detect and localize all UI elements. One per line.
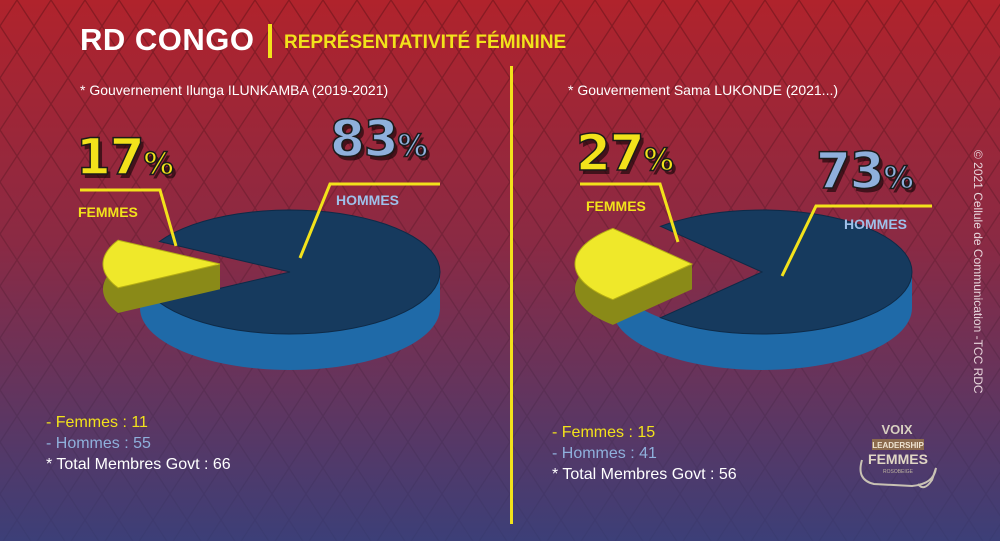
- chart-2-men-label: HOMMES: [844, 216, 907, 232]
- page-subtitle: REPRÉSENTATIVITÉ FÉMININE: [284, 32, 567, 53]
- voix-leadership-femmes-logo: VOIX LEADERSHIP FEMMES ROSOBEIGE: [859, 422, 937, 489]
- chart-1-women-percent: 17%: [75, 127, 174, 187]
- chart-1-stat-men: - Hommes : 55: [46, 435, 151, 452]
- chart-1-leader-lines: [80, 182, 440, 259]
- logo-word-1: VOIX: [881, 422, 912, 437]
- chart-2-men-percent: 73%: [815, 141, 914, 201]
- chart-2-stat-total: * Total Membres Govt : 56: [552, 466, 737, 483]
- chart-1-stats: - Femmes : 11 - Hommes : 55 * Total Memb…: [46, 412, 231, 475]
- title-separator: [268, 24, 272, 58]
- pie-1-men-side: [140, 272, 440, 370]
- chart-2-women-percent: 27%: [575, 123, 674, 183]
- chart-2-title: * Gouvernement Sama LUKONDE (2021...): [568, 82, 839, 98]
- chart-1-women-label: FEMMES: [78, 204, 138, 220]
- chart-2-stat-men: - Hommes : 41: [552, 445, 657, 462]
- pie-chart-2: [574, 209, 913, 370]
- pie-1-men-slice: [158, 209, 441, 335]
- pie-1-women-slice: [102, 239, 221, 289]
- pie-chart-1: [102, 209, 441, 370]
- chart-1-men-percent: 83%: [329, 109, 428, 169]
- page-title: RD CONGO: [80, 22, 255, 57]
- chart-2-stat-women: - Femmes : 15: [552, 424, 656, 441]
- logo-word-2: LEADERSHIP: [872, 441, 924, 450]
- center-divider: [510, 66, 513, 524]
- chart-1-stat-total: * Total Membres Govt : 66: [46, 456, 231, 473]
- chart-2-leader-lines: [580, 182, 932, 277]
- chart-2-women-label: FEMMES: [586, 198, 646, 214]
- logo-word-4: ROSOBEIGE: [883, 469, 914, 475]
- pie-2-men-side: [612, 272, 912, 370]
- pie-1-women-side: [103, 240, 220, 313]
- chart-2-stats: - Femmes : 15 - Hommes : 41 * Total Memb…: [552, 422, 737, 485]
- copyright-credit: © 2021 Cellule de Communication -TCC RDC: [971, 150, 985, 394]
- chart-1-men-label: HOMMES: [336, 192, 399, 208]
- chart-1-title: * Gouvernement Ilunga ILUNKAMBA (2019-20…: [80, 82, 389, 98]
- pie-2-men-slice: [659, 209, 913, 335]
- chart-1-stat-women: - Femmes : 11: [46, 414, 148, 431]
- logo-word-3: FEMMES: [868, 451, 928, 467]
- pie-2-women-slice: [574, 227, 694, 301]
